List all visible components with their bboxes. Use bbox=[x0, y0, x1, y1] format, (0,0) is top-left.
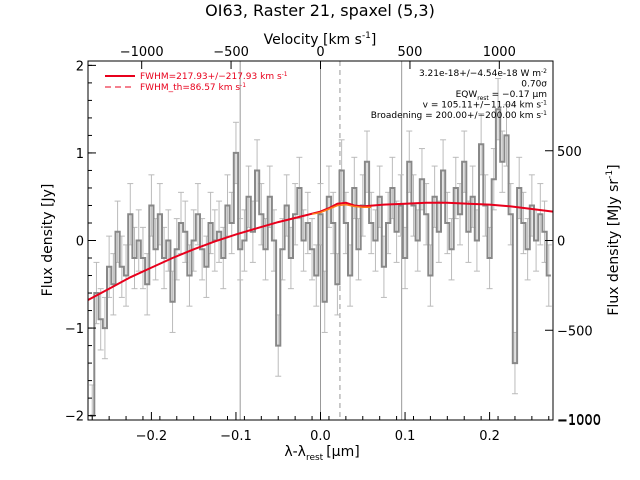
fit-annotation: EQWrest = −0.17 μm bbox=[456, 90, 547, 102]
fit-annotation: v = 105.11+/−11.04 km s-1 bbox=[423, 100, 548, 111]
x-tick-label: −0.1 bbox=[220, 429, 252, 444]
x-tick-label: 0.1 bbox=[395, 429, 416, 444]
x-tick-label: −0.2 bbox=[136, 429, 168, 444]
x-tick-label: 0.0 bbox=[310, 429, 331, 444]
fit-annotation: 3.21e-18+/−4.54e-18 W m-2 bbox=[419, 68, 547, 79]
fit-annotation: 0.70σ bbox=[521, 80, 547, 90]
fit-annotation: Broadening = 200.00+/−200.00 km s-1 bbox=[371, 110, 547, 121]
y-right-tick-label: −1000 bbox=[557, 414, 601, 429]
y-tick-label: 2 bbox=[76, 59, 84, 74]
x-axis-label: λ-λrest [μm] bbox=[284, 444, 359, 463]
top-tick-label: −1000 bbox=[120, 45, 164, 60]
top-axis-label: Velocity [km s-1] bbox=[264, 31, 377, 48]
y-axis-label: Flux density [Jy] bbox=[40, 184, 56, 297]
top-tick-label: 0 bbox=[316, 45, 324, 60]
top-tick-label: 500 bbox=[398, 45, 423, 60]
legend-label: FWHM=217.93+/−217.93 km s-1 bbox=[140, 71, 288, 82]
model-series-line bbox=[88, 201, 553, 301]
top-tick-label: −500 bbox=[213, 45, 249, 60]
line-fit-series-line bbox=[311, 203, 372, 215]
plot-inner bbox=[88, 61, 553, 420]
y-tick-label: 0 bbox=[76, 235, 84, 250]
data-spectrum-line bbox=[90, 108, 551, 417]
y-right-tick-label: −500 bbox=[557, 324, 593, 339]
legend-label: FWHM_th=86.57 km s-1 bbox=[140, 82, 246, 93]
y-right-tick-label: −1000 bbox=[557, 413, 601, 428]
y-right-tick-label: 500 bbox=[557, 145, 582, 160]
y-right-tick-label: 0 bbox=[557, 235, 565, 250]
plot-area: −2 −1 0 1 2 −1000 −500 0 500 −1000 −0.2 −0.1 0.0 0.1 0… bbox=[65, 45, 601, 444]
y-tick-label: 1 bbox=[76, 147, 84, 162]
y-tick-label: −2 bbox=[65, 410, 84, 425]
top-tick-label: 1000 bbox=[483, 45, 516, 60]
x-tick-label: 0.2 bbox=[479, 429, 500, 444]
y-axis-right-label: Flux density [MJy sr-1] bbox=[605, 164, 622, 315]
y-tick-label: −1 bbox=[65, 322, 84, 337]
chart-title: OI63, Raster 21, spaxel (5,3) bbox=[205, 1, 435, 20]
